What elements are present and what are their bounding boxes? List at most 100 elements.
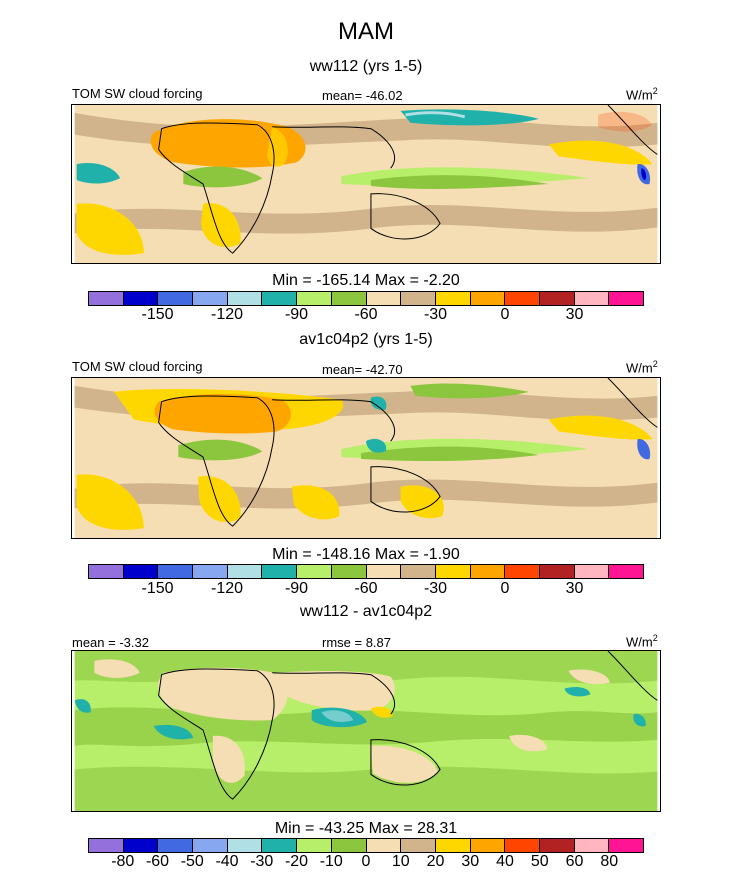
panel-3-title: ww112 - av1c04p2 — [299, 603, 433, 620]
panel-3-colorbar-swatch — [539, 839, 575, 852]
panel-3-colorbar-swatch — [574, 839, 610, 852]
panel-1-colorbar-swatch — [366, 292, 402, 305]
panel-2-colorbar-swatch — [435, 565, 471, 578]
panel-3-colorbar-tick-label: 20 — [426, 853, 445, 870]
panel-3-min-max: Min = -43.25 Max = 28.31 — [274, 820, 458, 837]
panel-2-colorbar-swatch — [539, 565, 575, 578]
panel-1-colorbar-ticks: -150 -120 -90 -60 -30 0 30 — [88, 306, 644, 328]
panel-2-colorbar-tick-label: -30 — [423, 580, 448, 597]
panel-3-colorbar — [88, 838, 644, 853]
panel-3-colorbar-tick-label: -20 — [284, 853, 309, 870]
panel-3-colorbar-tick-label: -60 — [145, 853, 170, 870]
panel-1-units-label: W/m2 — [626, 86, 658, 103]
panel-3-colorbar-swatch — [401, 839, 436, 852]
panel-1-colorbar-swatch — [123, 292, 159, 305]
panel-2-colorbar-tick-label: -150 — [141, 580, 174, 597]
panel-2-colorbar-swatch — [366, 565, 402, 578]
panel-1-colorbar-tick-label: -150 — [141, 306, 174, 323]
panel-1-colorbar-swatch — [401, 292, 436, 305]
panel-2-colorbar-swatch — [505, 565, 540, 578]
panel-2-colorbar-swatch — [401, 565, 436, 578]
panel-1-colorbar-tick-label: -30 — [423, 306, 448, 323]
panel-2-colorbar — [88, 564, 644, 579]
panel-3-map — [71, 650, 661, 812]
panel-1-colorbar-swatch — [89, 292, 124, 305]
panel-3-colorbar-swatch — [435, 839, 471, 852]
panel-2-colorbar-swatch — [227, 565, 263, 578]
panel-1-colorbar-swatch — [609, 292, 643, 305]
panel-1-colorbar-tick-label: -90 — [284, 306, 309, 323]
panel-1-colorbar-swatch — [158, 292, 194, 305]
panel-1-colorbar-swatch — [470, 292, 506, 305]
panel-2-colorbar-swatch — [609, 565, 643, 578]
panel-2-colorbar-swatch — [470, 565, 506, 578]
panel-3-colorbar-tick-label: 0 — [361, 853, 371, 870]
panel-2-colorbar-swatch — [123, 565, 159, 578]
panel-1-colorbar-tick-label: 30 — [565, 306, 584, 323]
panel-3-colorbar-swatch — [262, 839, 298, 852]
panel-1-colorbar-tick-label: -120 — [210, 306, 244, 323]
panel-1-colorbar-swatch — [539, 292, 575, 305]
panel-3-colorbar-swatch — [89, 839, 124, 852]
panel-3-colorbar-ticks: -80 -60 -50 -40 -30 -20 -10 0 10 20 30 40 50 60 80 — [88, 853, 644, 875]
panel-3-colorbar-swatch — [297, 839, 332, 852]
panel-3-mean-label: mean = -3.32 — [72, 635, 149, 650]
panel-3-colorbar-swatch — [158, 839, 194, 852]
panel-2-colorbar-swatch — [262, 565, 298, 578]
panel-1-colorbar-swatch — [227, 292, 263, 305]
panel-2-colorbar-swatch — [193, 565, 228, 578]
panel-2-colorbar-swatch — [297, 565, 332, 578]
panel-3-colorbar-swatch — [193, 839, 228, 852]
panel-1-title: ww112 (yrs 1-5) — [309, 58, 423, 75]
panel-2-colorbar-tick-label: -90 — [284, 580, 309, 597]
panel-2-colorbar-tick-label: -60 — [354, 580, 378, 597]
panel-1-colorbar-swatch — [435, 292, 471, 305]
panel-1-colorbar-swatch — [331, 292, 367, 305]
panel-2-colorbar-tick-label: 0 — [500, 580, 510, 597]
panel-1-colorbar — [88, 291, 644, 306]
panel-2-colorbar-tick-label: 30 — [565, 580, 584, 597]
panel-3-colorbar-tick-label: 10 — [391, 853, 410, 870]
panel-3-colorbar-tick-label: -10 — [319, 853, 343, 870]
panel-1-colorbar-tick-label: -60 — [354, 306, 378, 323]
panel-3-colorbar-tick-label: 50 — [530, 853, 549, 870]
panel-3-colorbar-swatch — [505, 839, 540, 852]
panel-3-colorbar-tick-label: -40 — [215, 853, 239, 870]
panel-3-colorbar-tick-label: 80 — [600, 853, 619, 870]
panel-2-colorbar-swatch — [89, 565, 124, 578]
panel-3-colorbar-tick-label: -30 — [250, 853, 274, 870]
panel-3-units-label: W/m2 — [626, 633, 658, 650]
panel-2-colorbar-swatch — [331, 565, 367, 578]
panel-1-colorbar-swatch — [262, 292, 298, 305]
panel-2-mean-label: mean= -42.70 — [322, 362, 403, 377]
panel-1-variable-label: TOM SW cloud forcing — [72, 86, 203, 101]
panel-2-map — [71, 377, 661, 539]
panel-1-map — [71, 104, 661, 264]
panel-2-colorbar-swatch — [574, 565, 610, 578]
panel-1-colorbar-tick-label: 0 — [500, 306, 510, 323]
panel-1-colorbar-swatch — [193, 292, 228, 305]
panel-3-colorbar-tick-label: -80 — [111, 853, 135, 870]
panel-1-colorbar-swatch — [505, 292, 540, 305]
panel-3-colorbar-swatch — [470, 839, 506, 852]
panel-3-colorbar-tick-label: 60 — [565, 853, 584, 870]
panel-3-colorbar-tick-label: -50 — [180, 853, 204, 870]
panel-2-colorbar-ticks: -150 -120 -90 -60 -30 0 30 — [88, 580, 644, 602]
panel-2-colorbar-swatch — [158, 565, 194, 578]
figure-title: MAM — [338, 18, 394, 45]
panel-3-rmse-label: rmse = 8.87 — [322, 635, 392, 650]
panel-1-min-max: Min = -165.14 Max = -2.20 — [272, 272, 460, 289]
panel-2-variable-label: TOM SW cloud forcing — [72, 359, 203, 374]
panel-1-mean-label: mean= -46.02 — [322, 88, 403, 103]
panel-2-title: av1c04p2 (yrs 1-5) — [299, 331, 433, 348]
panel-3-colorbar-swatch — [609, 839, 643, 852]
panel-3-colorbar-swatch — [123, 839, 159, 852]
panel-3-colorbar-tick-label: 30 — [461, 853, 480, 870]
panel-3-colorbar-swatch — [227, 839, 263, 852]
panel-2-min-max: Min = -148.16 Max = -1.90 — [272, 546, 460, 563]
panel-3-colorbar-swatch — [331, 839, 367, 852]
panel-1-colorbar-swatch — [297, 292, 332, 305]
panel-3-colorbar-tick-label: 40 — [496, 853, 514, 870]
panel-2-colorbar-tick-label: -120 — [210, 580, 244, 597]
panel-2-units-label: W/m2 — [626, 359, 658, 376]
